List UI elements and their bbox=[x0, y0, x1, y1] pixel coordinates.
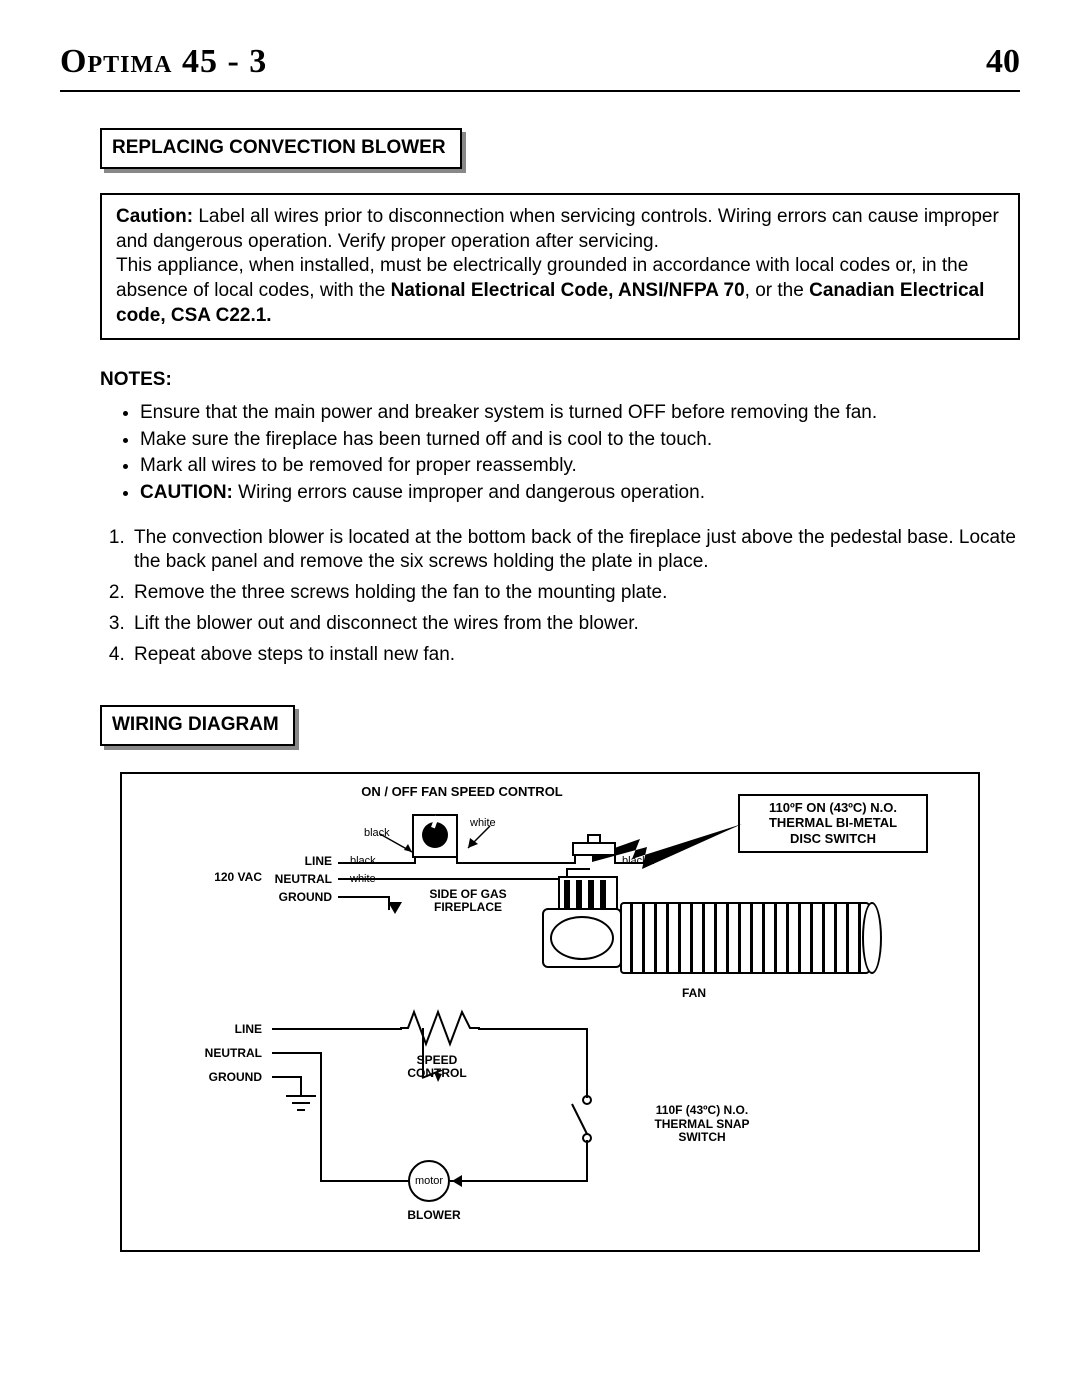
diagram-top-title: ON / OFF FAN SPEED CONTROL bbox=[332, 784, 592, 801]
callout-arrow-icon bbox=[592, 814, 752, 874]
wire bbox=[272, 1076, 302, 1078]
terminal-pin bbox=[600, 880, 606, 908]
wire bbox=[586, 1028, 588, 1098]
snap-switch-icon bbox=[562, 1094, 612, 1144]
wire bbox=[414, 856, 416, 864]
page-header: Optima 45 - 3 40 bbox=[60, 40, 1020, 92]
lead-arrow-icon bbox=[464, 824, 494, 854]
wire bbox=[566, 868, 590, 870]
ground-icon bbox=[284, 1094, 318, 1116]
terminal-pin bbox=[588, 880, 594, 908]
caution-body-3: , or the bbox=[745, 280, 809, 301]
code-ref-1: National Electrical Code, ANSI/NFPA 70 bbox=[391, 280, 745, 301]
ground-label: GROUND bbox=[272, 890, 332, 906]
wiring-diagram: ON / OFF FAN SPEED CONTROL 110ºF ON (43º… bbox=[120, 772, 980, 1252]
wire bbox=[338, 862, 414, 864]
section-heading-wiring: WIRING DIAGRAM bbox=[100, 705, 295, 746]
step-item: Lift the blower out and disconnect the w… bbox=[130, 612, 1020, 637]
line-label: LINE bbox=[272, 854, 332, 870]
terminal-pin bbox=[564, 880, 570, 908]
neutral2-label: NEUTRAL bbox=[182, 1046, 262, 1062]
step-item: Remove the three screws holding the fan … bbox=[130, 581, 1020, 606]
wire bbox=[456, 856, 458, 864]
motor-icon: motor bbox=[408, 1160, 450, 1202]
wire bbox=[586, 1140, 588, 1182]
vac-label: 120 VAC bbox=[162, 870, 262, 886]
neutral-label: NEUTRAL bbox=[272, 872, 332, 888]
fan-cylinder-icon bbox=[620, 902, 870, 974]
wire bbox=[456, 862, 576, 864]
wire bbox=[300, 1076, 302, 1096]
snap-switch-label: 110F (43ºC) N.O. THERMAL SNAP SWITCH bbox=[622, 1104, 782, 1145]
wire bbox=[272, 1052, 322, 1054]
product-title: Optima 45 - 3 bbox=[60, 40, 267, 84]
note-caution-lead: CAUTION: bbox=[140, 482, 233, 503]
caution-body-1: Label all wires prior to disconnection w… bbox=[116, 206, 999, 252]
wire bbox=[320, 1052, 322, 1182]
disc-switch bbox=[572, 842, 616, 856]
note-item: Make sure the fireplace has been turned … bbox=[140, 428, 1020, 453]
speed-knob-icon bbox=[422, 822, 448, 848]
notes-label: NOTES: bbox=[100, 368, 1020, 393]
note-item: Mark all wires to be removed for proper … bbox=[140, 454, 1020, 479]
wire bbox=[272, 1028, 402, 1030]
thermal-disc-label: 110ºF ON (43ºC) N.O. THERMAL BI-METAL DI… bbox=[738, 794, 928, 853]
line2-label: LINE bbox=[182, 1022, 262, 1038]
ground2-label: GROUND bbox=[182, 1070, 262, 1086]
wire bbox=[614, 854, 616, 864]
terminal-pin bbox=[576, 880, 582, 908]
resistor-icon bbox=[400, 1008, 480, 1048]
motor-arrow-icon bbox=[452, 1172, 492, 1190]
note-item: Ensure that the main power and breaker s… bbox=[140, 401, 1020, 426]
caution-box: Caution: Label all wires prior to discon… bbox=[100, 193, 1020, 340]
wire bbox=[614, 862, 654, 864]
note-caution-rest: Wiring errors cause improper and dangero… bbox=[233, 482, 705, 503]
step-item: Repeat above steps to install new fan. bbox=[130, 643, 1020, 668]
caution-lead: Caution: bbox=[116, 206, 193, 227]
section-heading-replacing: REPLACING CONVECTION BLOWER bbox=[100, 128, 462, 169]
side-of-gas-label: SIDE OF GAS FIREPLACE bbox=[408, 888, 528, 914]
wire bbox=[574, 854, 576, 864]
ground-arrow-icon bbox=[388, 898, 408, 918]
blower-label: BLOWER bbox=[394, 1208, 474, 1224]
fan-label: FAN bbox=[682, 986, 706, 1002]
wire bbox=[478, 1028, 588, 1030]
speed-control-label: SPEED CONTROL bbox=[392, 1054, 482, 1080]
fan-motor-ring bbox=[550, 916, 614, 960]
notes-list: Ensure that the main power and breaker s… bbox=[140, 401, 1020, 506]
wire bbox=[320, 1180, 410, 1182]
steps-list: The convection blower is located at the … bbox=[130, 526, 1020, 667]
fan-end-cap bbox=[862, 902, 882, 974]
wire bbox=[338, 878, 568, 880]
step-item: The convection blower is located at the … bbox=[130, 526, 1020, 575]
page-number: 40 bbox=[986, 40, 1020, 84]
wire bbox=[338, 896, 388, 898]
note-item: CAUTION: Wiring errors cause improper an… bbox=[140, 481, 1020, 506]
disc-switch-top bbox=[587, 834, 601, 842]
